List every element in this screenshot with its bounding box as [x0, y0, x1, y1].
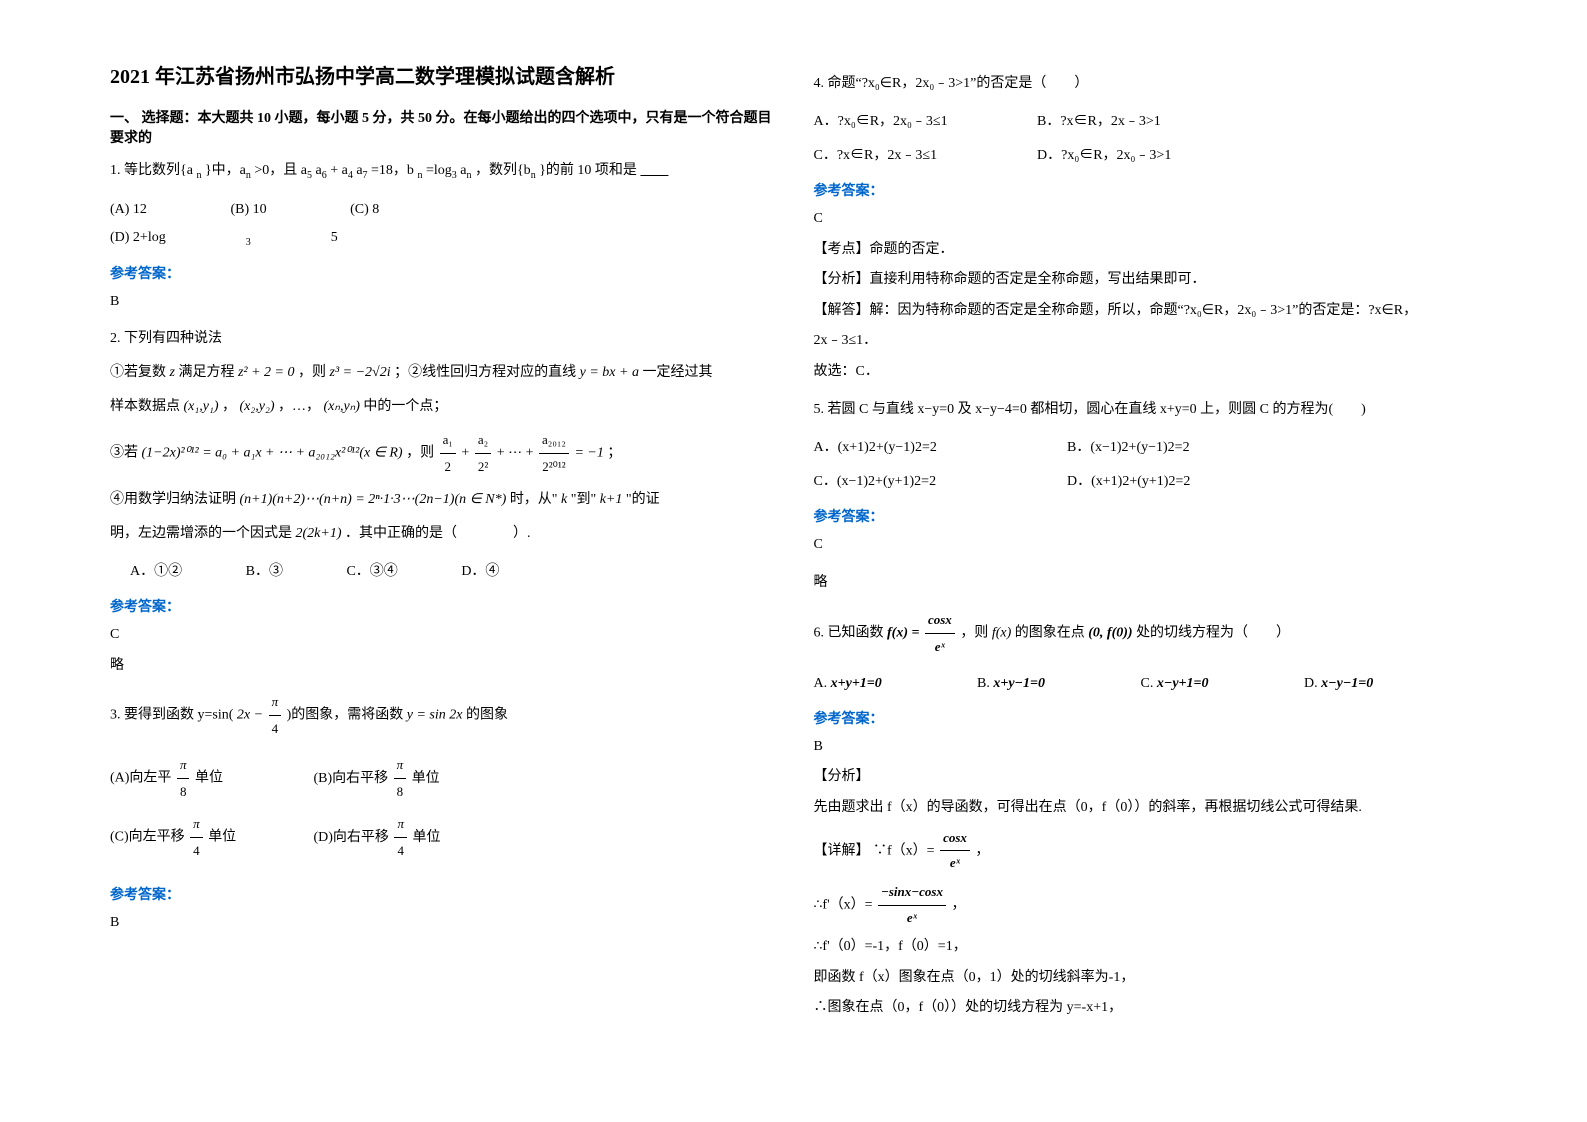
opt-b: (B)向右平移 π8 单位 — [314, 771, 440, 786]
q2-stmt4: ④用数学归纳法证明 (n+1)(n+2)⋯(n+n) = 2ⁿ·1·3⋯(2n−… — [110, 486, 774, 514]
page-title: 2021 年江苏省扬州市弘扬中学高二数学理模拟试题含解析 — [110, 60, 774, 89]
right-column: 4. 命题“?x₀∈R，2x₀﹣3>1”的否定是（ ） A．?x₀∈R，2x₀﹣… — [794, 60, 1498, 1082]
opt-d: D．?x₀∈R，2x₀﹣3>1 — [1037, 148, 1171, 163]
opt-b: B. x+y−1=0 — [977, 670, 1137, 698]
opt-c: C. x−y+1=0 — [1141, 670, 1301, 698]
q5-row1: A．(x+1)2+(y−1)2=2 B．(x−1)2+(y−1)2=2 — [814, 434, 1478, 462]
opt-d: D．(x+1)2+(y+1)2=2 — [1067, 474, 1190, 489]
answer-label: 参考答案： — [110, 263, 774, 283]
q2-stmt2: 样本数据点 (x₁,y₁) ， (x₂,y₂) ，…， (xₙ,yₙ) 中的一个… — [110, 393, 774, 421]
answer-label: 参考答案： — [814, 506, 1478, 526]
answer-label: 参考答案： — [814, 708, 1478, 728]
q4-solve: 【解答】解：因为特称命题的否定是全称命题，所以，命题“?x₀∈R，2x₀﹣3>1… — [814, 298, 1478, 325]
opt-d: (D) 2+log35 — [110, 224, 418, 253]
opt-b: (B) 10 — [230, 196, 266, 224]
opt-a: A．①② — [130, 558, 182, 586]
q6-detail: 【详解】 ∵f（x）= cosxeˣ ， — [814, 826, 1478, 876]
q2-stmt3: ③若 (1−2x)²⁰¹² = a₀ + a₁x + ⋯ + a₂₀₁₂x²⁰¹… — [110, 427, 774, 480]
q2-options: A．①② B．③ C．③④ D．④ — [110, 558, 774, 586]
q5-row2: C．(x−1)2+(y+1)2=2 D．(x+1)2+(y+1)2=2 — [814, 468, 1478, 496]
q6-analysis: 先由题求出 f（x）的导函数，可得出在点（0，f（0））的斜率，再根据切线公式可… — [814, 795, 1478, 822]
q2-intro: 2. 下列有四种说法 — [110, 325, 774, 353]
opt-d: D．④ — [461, 558, 499, 586]
question-5: 5. 若圆 C 与直线 x−y=0 及 x−y−4=0 都相切，圆心在直线 x+… — [814, 396, 1478, 424]
opt-b: B．?x∈R，2x﹣3>1 — [1037, 114, 1161, 129]
q5-answer: C — [814, 532, 1478, 559]
q2-stmt5: 明，左边需增添的一个因式是 2(2k+1) ．其中正确的是（ ）. — [110, 520, 774, 548]
q6-detail5: ∴图象在点（0，f（0））处的切线方程为 y=-x+1， — [814, 995, 1478, 1022]
q6-detail4: 即函数 f（x）图象在点（0，1）处的切线斜率为-1， — [814, 965, 1478, 992]
question-3: 3. 要得到函数 y=sin( 2x − π4 )的图象，需将函数 y = si… — [110, 689, 774, 742]
q2-answer: C — [110, 622, 774, 649]
blank-underline — [640, 157, 670, 185]
opt-c: C．(x−1)2+(y+1)2=2 — [814, 468, 1064, 496]
q3-row1: (A)向左平 π8 单位 (B)向右平移 π8 单位 — [110, 752, 774, 805]
answer-label: 参考答案： — [110, 596, 774, 616]
q6-analysis-label: 【分析】 — [814, 764, 1478, 791]
opt-b: B．(x−1)2+(y−1)2=2 — [1067, 440, 1190, 455]
answer-label: 参考答案： — [814, 180, 1478, 200]
question-4: 4. 命题“?x₀∈R，2x₀﹣3>1”的否定是（ ） — [814, 70, 1478, 98]
opt-a: A. x+y+1=0 — [814, 670, 974, 698]
q1-text: 1. 等比数列{a — [110, 163, 196, 178]
q4-analysis: 【分析】直接利用特称命题的否定是全称命题，写出结果即可． — [814, 267, 1478, 294]
opt-a: (A)向左平 π8 单位 — [110, 752, 310, 805]
left-column: 2021 年江苏省扬州市弘扬中学高二数学理模拟试题含解析 一、 选择题：本大题共… — [90, 60, 794, 1082]
q4-solve2: 2x﹣3≤1． — [814, 328, 1478, 355]
q3-row2: (C)向左平移 π4 单位 (D)向右平移 π4 单位 — [110, 811, 774, 864]
question-1: 1. 等比数列{a n }中，an >0，且 a5 a6 + a4 a7 =18… — [110, 157, 774, 186]
section-heading: 一、 选择题：本大题共 10 小题，每小题 5 分，共 50 分。在每小题给出的… — [110, 107, 774, 147]
answer-label: 参考答案： — [110, 884, 774, 904]
q4-row1: A．?x₀∈R，2x₀﹣3≤1 B．?x∈R，2x﹣3>1 — [814, 108, 1478, 136]
opt-d: (D)向右平移 π4 单位 — [314, 830, 441, 845]
q6-options: A. x+y+1=0 B. x+y−1=0 C. x−y+1=0 D. x−y−… — [814, 670, 1478, 698]
q6-detail2: ∴f'（x）= −sinx−cosxeˣ ， — [814, 880, 1478, 930]
q4-row2: C．?x∈R，2x﹣3≤1 D．?x₀∈R，2x₀﹣3>1 — [814, 142, 1478, 170]
opt-c: C．?x∈R，2x﹣3≤1 — [814, 142, 1034, 170]
q6-answer: B — [814, 734, 1478, 761]
opt-d: D. x−y−1=0 — [1304, 676, 1373, 691]
opt-c: C．③④ — [346, 558, 397, 586]
opt-a: A．(x+1)2+(y−1)2=2 — [814, 434, 1064, 462]
q4-conclude: 故选：C． — [814, 359, 1478, 386]
q5-skip: 略 — [814, 570, 1478, 597]
question-2: 2. 下列有四种说法 ①若复数 z 满足方程 z² + 2 = 0 ，则 z³ … — [110, 325, 774, 548]
opt-a: (A) 12 — [110, 196, 147, 224]
opt-a: A．?x₀∈R，2x₀﹣3≤1 — [814, 108, 1034, 136]
question-6: 6. 已知函数 f(x) = cosxeˣ ，则 f(x) 的图象在点 (0, … — [814, 607, 1478, 660]
q4-topic: 【考点】命题的否定． — [814, 237, 1478, 264]
opt-b: B．③ — [246, 558, 283, 586]
q3-answer: B — [110, 910, 774, 937]
q2-skip: 略 — [110, 653, 774, 680]
opt-c: (C)向左平移 π4 单位 — [110, 811, 310, 864]
q2-stmt1: ①若复数 z 满足方程 z² + 2 = 0 ，则 z³ = −2√2i ；②线… — [110, 359, 774, 387]
q1-answer: B — [110, 289, 774, 316]
q6-detail3: ∴f'（0）=-1，f（0）=1， — [814, 934, 1478, 961]
opt-c: (C) 8 — [350, 196, 379, 224]
q1-options: (A) 12 (B) 10 (C) 8 (D) 2+log35 — [110, 196, 774, 253]
q4-answer: C — [814, 206, 1478, 233]
